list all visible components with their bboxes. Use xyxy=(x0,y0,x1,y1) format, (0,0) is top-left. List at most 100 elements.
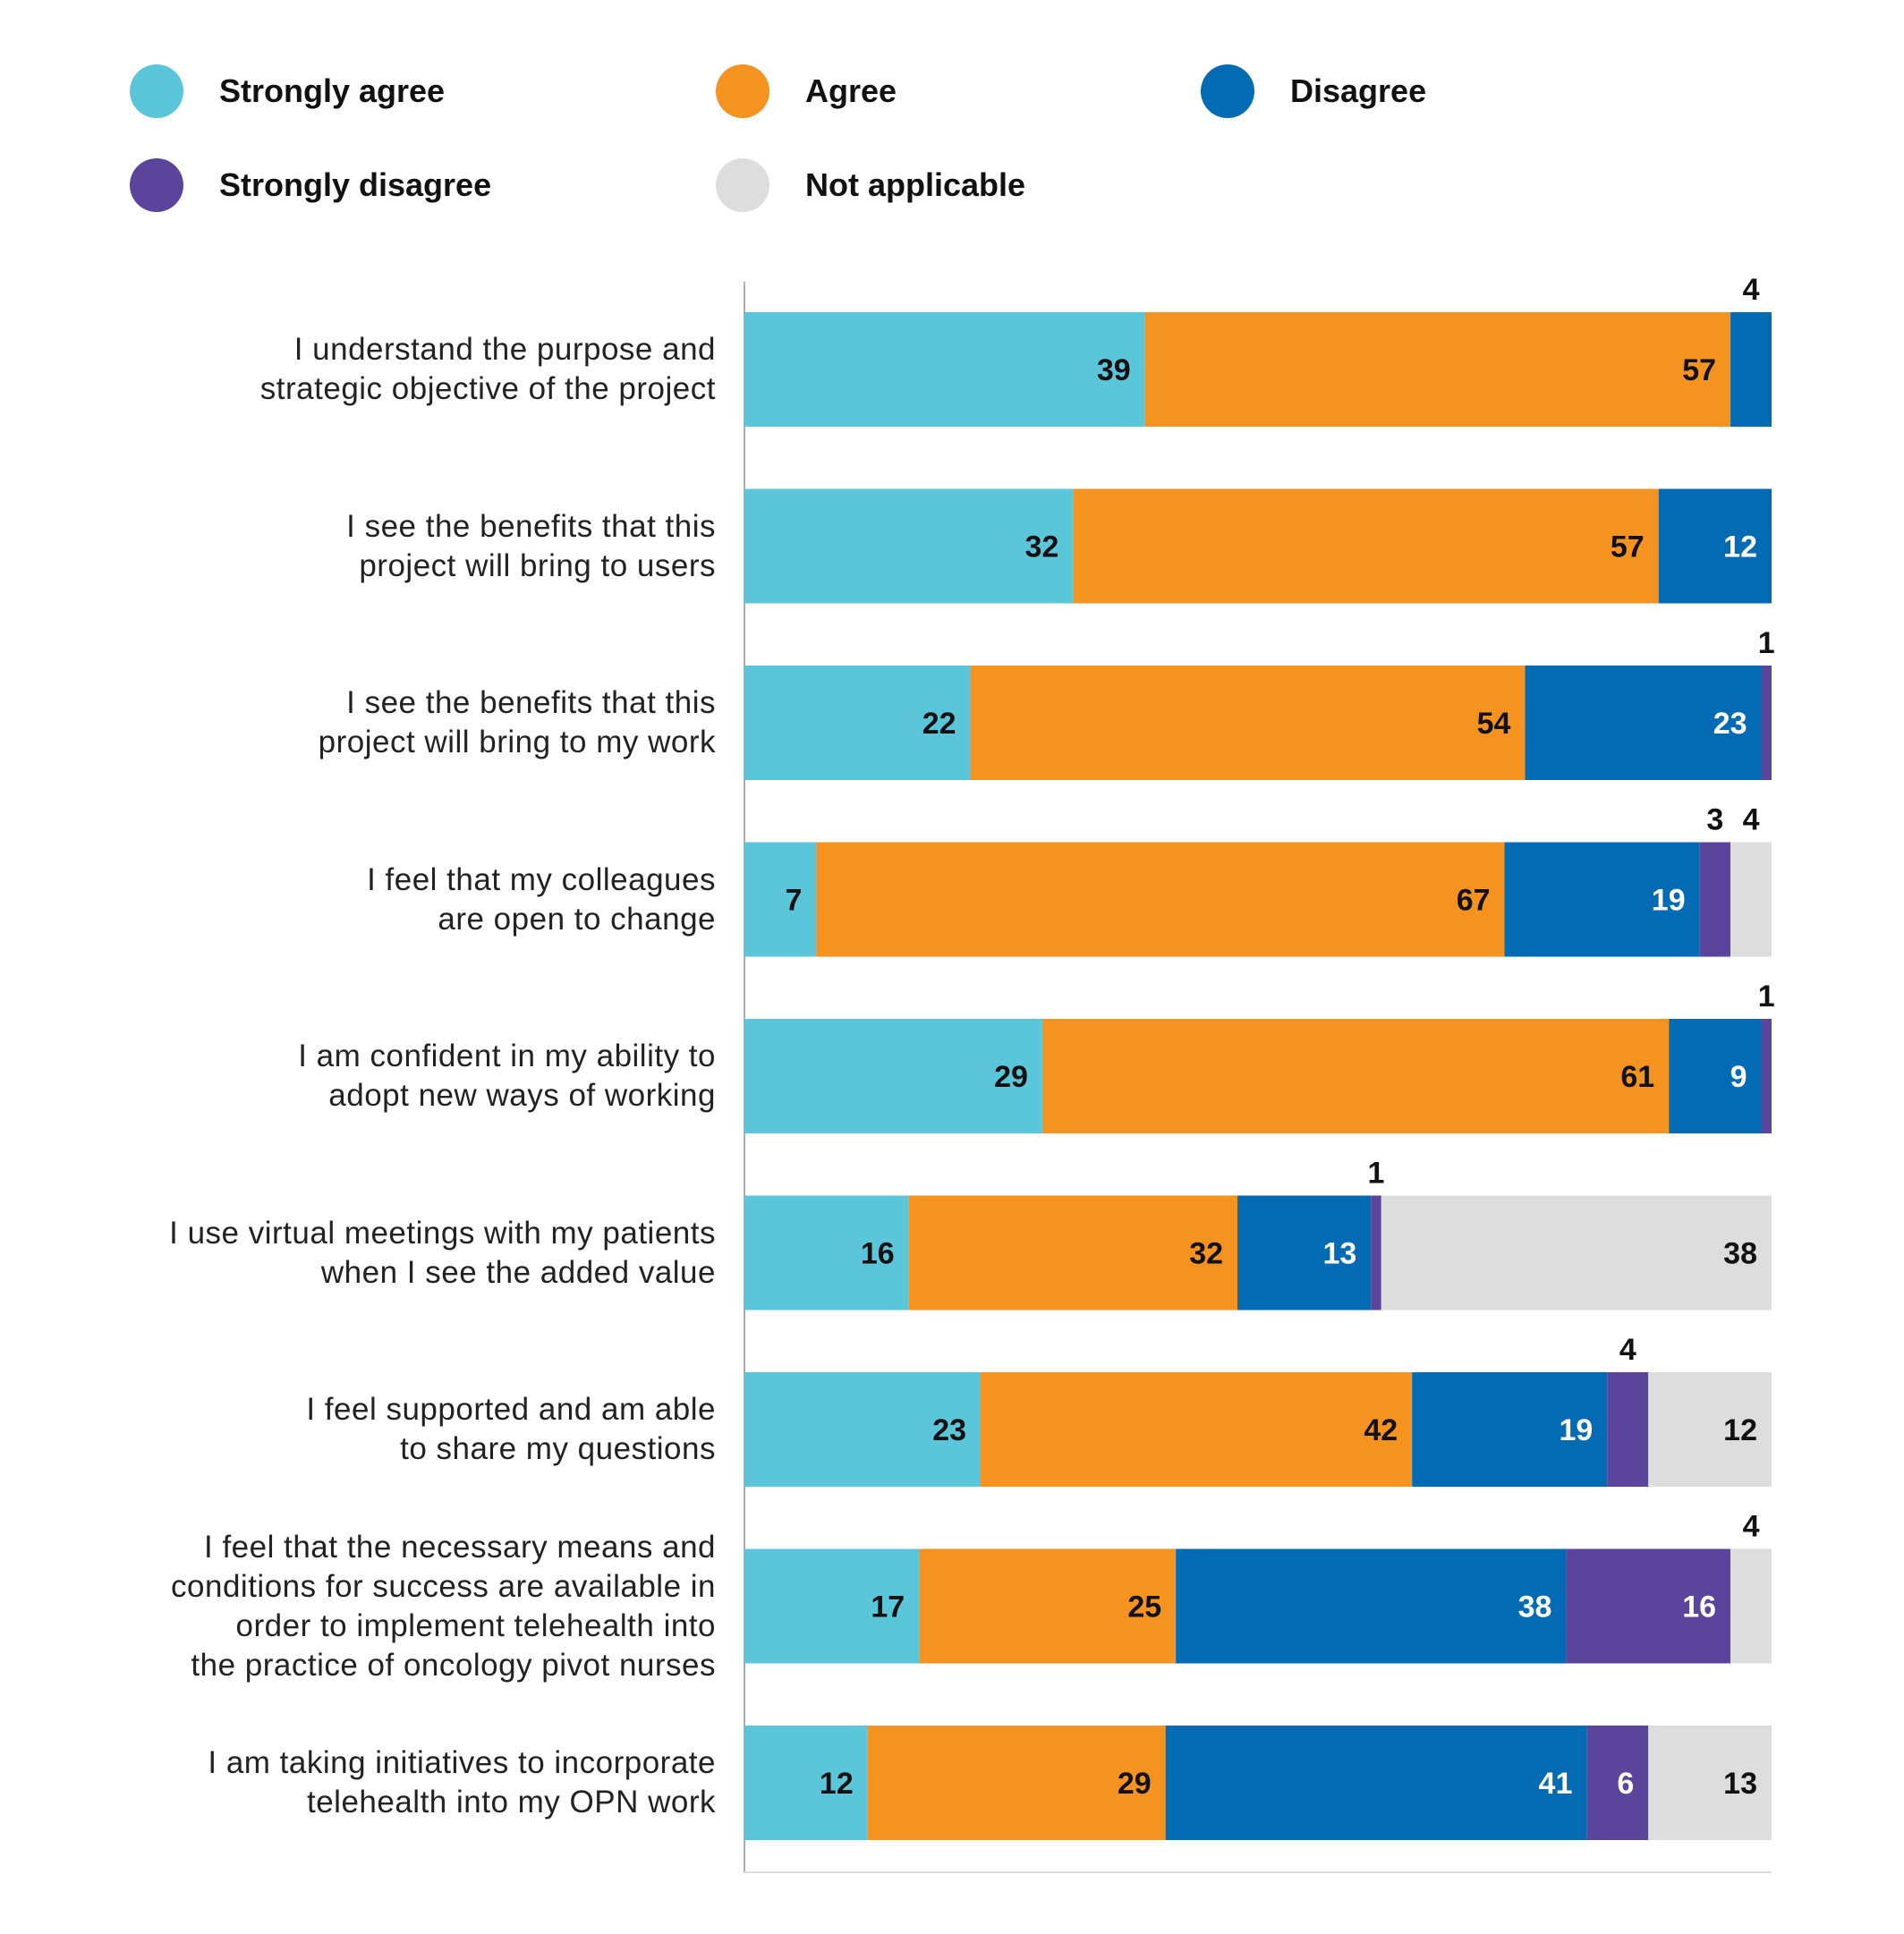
bar-not-applicable-row-8 xyxy=(1730,1548,1772,1664)
legend-swatch xyxy=(716,158,769,212)
category-label-line: project will bring to my work xyxy=(318,725,716,759)
bar-agree-row-5 xyxy=(1041,1019,1670,1133)
bar-strongly-agree-row-1 xyxy=(744,312,1145,427)
legend-label: Strongly agree xyxy=(219,72,446,109)
category-label: I feel that my colleagues are open to cha… xyxy=(367,861,716,939)
value-label: 13 xyxy=(1322,1237,1356,1271)
value-label: 4 xyxy=(1619,1333,1636,1367)
category-label-line: I see the benefits that this xyxy=(346,685,716,720)
bar-agree-row-6 xyxy=(908,1195,1238,1311)
category-label-line: I am confident in my ability to xyxy=(298,1039,716,1073)
value-label: 16 xyxy=(1682,1590,1716,1624)
legend-item-not-applicable: Not applicable xyxy=(716,158,1025,212)
legend-label: Disagree xyxy=(1290,72,1427,109)
category-label: I am confident in my ability to adopt new… xyxy=(298,1037,716,1115)
bar-not-applicable-row-4 xyxy=(1730,842,1772,957)
legend-item-disagree: Disagree xyxy=(1201,64,1426,118)
value-label: 25 xyxy=(1127,1590,1161,1624)
category-label: I am taking initiatives to incorporate te… xyxy=(208,1743,716,1822)
bar-strongly-agree-row-8 xyxy=(744,1548,920,1664)
category-label-line: project will bring to users xyxy=(359,547,716,583)
bar-agree-row-8 xyxy=(919,1548,1177,1664)
value-label: 4 xyxy=(1743,273,1760,307)
value-label: 12 xyxy=(1723,1413,1757,1447)
category-label-line: adopt new ways of working xyxy=(328,1078,716,1113)
value-label: 13 xyxy=(1723,1767,1757,1801)
value-label: 39 xyxy=(1097,353,1131,387)
legend-item-agree: Agree xyxy=(716,64,897,118)
bar-strongly-agree-row-6 xyxy=(744,1195,909,1311)
value-label: 19 xyxy=(1559,1413,1593,1447)
value-label: 7 xyxy=(785,884,802,918)
bar-strongly-agree-row-2 xyxy=(744,488,1074,604)
value-label: 57 xyxy=(1611,530,1645,564)
value-label: 23 xyxy=(932,1413,966,1447)
legend-label: Strongly disagree xyxy=(219,166,492,203)
bar-strongly-disagree-row-9 xyxy=(1586,1726,1649,1840)
value-label: 16 xyxy=(861,1237,895,1271)
category-label-line: I feel supported and am able xyxy=(306,1392,716,1427)
category-label-line: I am taking initiatives to incorporate xyxy=(208,1745,716,1780)
bar-disagree-row-8 xyxy=(1176,1548,1567,1664)
bar-strongly-disagree-row-8 xyxy=(1566,1548,1731,1664)
bar-disagree-row-4 xyxy=(1504,842,1700,957)
category-label-line: I understand the purpose and xyxy=(293,332,716,367)
legend-swatch xyxy=(1201,64,1254,118)
value-label: 32 xyxy=(1025,530,1059,564)
value-label: 54 xyxy=(1477,707,1511,741)
category-label-line: strategic objective of the project xyxy=(259,371,716,406)
category-label-line: when I see the added value xyxy=(320,1254,716,1290)
legend-swatch xyxy=(130,158,183,212)
bar-disagree-row-3 xyxy=(1525,666,1762,780)
value-label: 1 xyxy=(1758,980,1775,1014)
category-label-line: telehealth into my OPN work xyxy=(306,1785,716,1819)
value-label: 57 xyxy=(1682,353,1716,387)
bar-not-applicable-row-9 xyxy=(1648,1726,1772,1840)
category-label-line: order to implement telehealth into xyxy=(235,1607,716,1643)
legend-label: Agree xyxy=(805,72,897,109)
value-label: 12 xyxy=(1723,530,1757,564)
value-label: 3 xyxy=(1706,803,1723,837)
category-label: I feel supported and am able to share my … xyxy=(306,1390,716,1469)
category-label-line: I feel that my colleagues xyxy=(367,861,716,897)
category-label: I use virtual meetings with my patients w… xyxy=(169,1214,716,1293)
value-label: 1 xyxy=(1758,626,1775,660)
category-label-line: to share my questions xyxy=(400,1431,716,1466)
value-label: 19 xyxy=(1652,884,1686,918)
category-label: I see the benefits that this project will… xyxy=(346,507,716,586)
legend-swatch xyxy=(716,64,769,118)
category-label: I understand the purpose and strategic ob… xyxy=(260,330,716,409)
value-label: 4 xyxy=(1743,803,1760,837)
value-label: 4 xyxy=(1743,1510,1760,1544)
bar-disagree-row-6 xyxy=(1237,1195,1372,1311)
value-label: 41 xyxy=(1539,1767,1573,1801)
bar-strongly-agree-row-3 xyxy=(744,666,971,780)
bar-strongly-disagree-row-5 xyxy=(1761,1019,1772,1133)
bar-not-applicable-row-6 xyxy=(1381,1195,1772,1311)
bar-not-applicable-row-7 xyxy=(1648,1372,1772,1487)
bar-strongly-agree-row-9 xyxy=(744,1726,868,1840)
bar-agree-row-9 xyxy=(867,1726,1166,1840)
bar-strongly-disagree-row-4 xyxy=(1699,842,1731,957)
bar-strongly-disagree-row-7 xyxy=(1607,1372,1649,1487)
bar-strongly-agree-row-7 xyxy=(744,1372,982,1487)
category-label-line: conditions for success are available in xyxy=(171,1568,716,1604)
value-label: 42 xyxy=(1364,1413,1398,1447)
bar-strongly-disagree-row-6 xyxy=(1371,1195,1381,1311)
bar-disagree-row-1 xyxy=(1730,312,1772,427)
bar-agree-row-7 xyxy=(981,1372,1413,1487)
category-label-line: I use virtual meetings with my patients xyxy=(169,1215,716,1251)
bar-agree-row-1 xyxy=(1144,312,1731,427)
value-label: 38 xyxy=(1518,1590,1552,1624)
value-label: 32 xyxy=(1189,1237,1223,1271)
bar-disagree-row-7 xyxy=(1412,1372,1608,1487)
bar-agree-row-3 xyxy=(970,666,1526,780)
category-label: I feel that the necessary means and condi… xyxy=(171,1528,716,1685)
category-label-line: I feel that the necessary means and xyxy=(204,1529,716,1565)
value-label: 6 xyxy=(1617,1767,1634,1801)
bar-disagree-row-9 xyxy=(1165,1726,1587,1840)
legend-item-strongly-agree: Strongly agree xyxy=(130,64,445,118)
bar-strongly-agree-row-4 xyxy=(744,842,817,957)
bar-strongly-agree-row-5 xyxy=(744,1019,1042,1133)
